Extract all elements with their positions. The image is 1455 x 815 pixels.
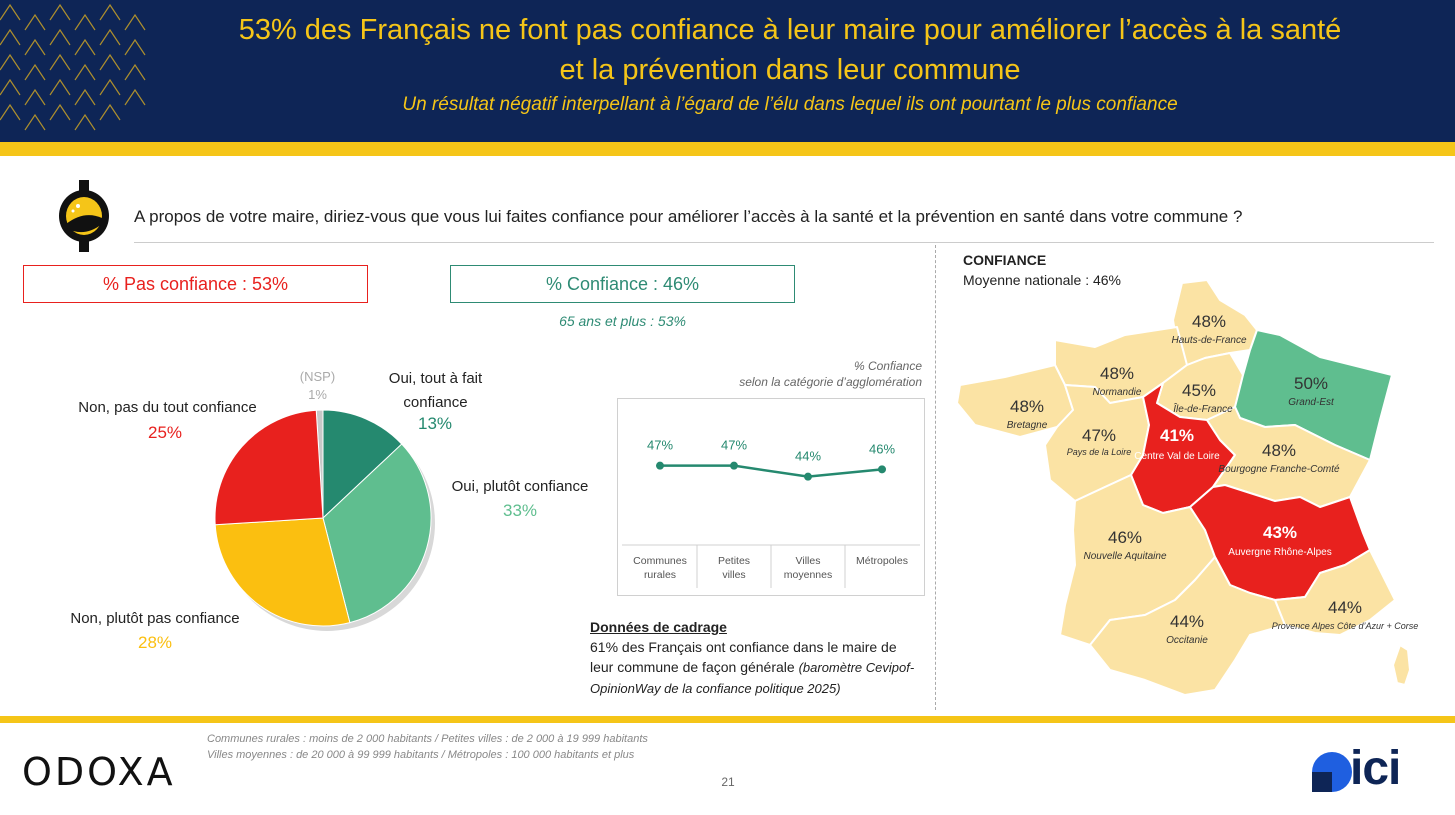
pie-label-pas-du-tout: Non, pas du tout confiance xyxy=(78,399,257,416)
pie-value-tout-a-fait: 13% xyxy=(417,414,453,433)
map-value-ile-de-france: 45% xyxy=(1182,381,1216,400)
region-paca-corse xyxy=(1274,549,1396,636)
line-category-label-3-0: Métropoles xyxy=(856,555,908,567)
line-point-2 xyxy=(804,472,812,481)
map-name-pays-de-la-loire: Pays de la Loire xyxy=(1067,447,1132,457)
yellow-band-bottom xyxy=(0,716,1455,723)
yellow-band-top xyxy=(0,142,1455,156)
map-name-paca: Provence Alpes Côte d’Azur + Corse xyxy=(1272,621,1419,631)
pie-value-pas-du-tout: 25% xyxy=(147,423,183,442)
cadrage-text: 61% des Français ont confiance dans le m… xyxy=(590,639,897,675)
ici-logo-text: ici xyxy=(1350,742,1401,795)
title-line-2: et la prévention dans leur commune xyxy=(559,54,1021,86)
header-banner: 53% des Français ne font pas confiance à… xyxy=(0,0,1455,142)
line-category-label-0-0: Communes xyxy=(633,555,687,567)
map-value-grand-est: 50% xyxy=(1294,374,1328,393)
pie-label-tout-a-fait: Oui, tout à fait confiance xyxy=(388,370,483,411)
map-name-hauts-de-france: Hauts-de-France xyxy=(1171,335,1246,346)
map-name-centre: Centre Val de Loire xyxy=(1134,451,1220,462)
footnote-line-2: Villes moyennes : de 20 000 à 99 999 hab… xyxy=(207,749,635,761)
page-title: 53% des Français ne font pas confiance à… xyxy=(170,10,1410,90)
line-value-label-2: 44% xyxy=(795,449,821,464)
cadrage-source: (baromètre Cevipof-OpinionWay de la conf… xyxy=(590,660,915,696)
cadrage-title: Données de cadrage xyxy=(590,619,727,635)
line-caption-1: % Confiance xyxy=(853,359,922,373)
line-category-label-0-1: rurales xyxy=(644,569,676,581)
pie-label-plutot-pas: Non, plutôt pas confiance xyxy=(70,610,240,627)
line-point-1 xyxy=(730,461,738,470)
map-value-bourgogne: 48% xyxy=(1262,441,1296,460)
line-category-label-1-1: villes xyxy=(722,569,745,581)
map-name-bretagne: Bretagne xyxy=(1007,420,1048,431)
odoxa-logo: ODOXA xyxy=(22,750,176,794)
pie-chart xyxy=(214,409,435,631)
pie-value-plutot-pas: 28% xyxy=(137,633,173,652)
confiance-box: % Confiance : 46% xyxy=(450,265,795,303)
footnote: Communes rurales : moins de 2 000 habita… xyxy=(207,731,648,763)
vertical-divider xyxy=(935,245,936,710)
line-chart-frame xyxy=(617,398,925,596)
odoxa-question-icon xyxy=(59,180,109,252)
chevron-pattern-decoration xyxy=(0,3,146,131)
map-value-paca: 44% xyxy=(1328,598,1362,617)
line-caption-2: selon la catégorie d’agglomération xyxy=(739,375,922,389)
map-value-hauts-de-france: 48% xyxy=(1192,312,1226,331)
title-line-1: 53% des Français ne font pas confiance à… xyxy=(238,14,1342,46)
map-value-centre: 41% xyxy=(1160,426,1194,445)
pie-value-nsp: 1% xyxy=(308,387,327,402)
line-point-3 xyxy=(878,465,886,474)
question-underline xyxy=(134,242,1434,243)
france-regions-map: 48% Hauts-de-France 48% Normandie 45% Îl… xyxy=(956,279,1419,696)
page-subtitle: Un résultat négatif interpellant à l’éga… xyxy=(402,94,1178,115)
map-name-bourgogne: Bourgogne Franche-Comté xyxy=(1218,464,1340,475)
line-category-label-2-1: moyennes xyxy=(784,569,832,581)
map-value-nouvelle-aquitaine: 46% xyxy=(1108,528,1142,547)
page-number: 21 xyxy=(721,775,735,789)
pie-slice-plutot xyxy=(322,443,432,624)
pie-value-plutot: 33% xyxy=(502,501,538,520)
map-title: CONFIANCE xyxy=(963,252,1047,268)
map-name-grand-est: Grand-Est xyxy=(1288,397,1335,408)
map-national-average: Moyenne nationale : 46% xyxy=(963,272,1121,288)
map-name-auvergne: Auvergne Rhône-Alpes xyxy=(1228,547,1331,558)
footnote-line-1: Communes rurales : moins de 2 000 habita… xyxy=(207,733,648,745)
cadrage-block: Données de cadrage 61% des Français ont … xyxy=(590,617,920,699)
map-name-ile-de-france: Île-de-France xyxy=(1173,402,1233,415)
map-name-normandie: Normandie xyxy=(1093,387,1142,398)
region-occitanie xyxy=(1089,556,1286,696)
line-series xyxy=(660,464,883,478)
line-value-label-3: 46% xyxy=(869,441,895,456)
pie-label-nsp: (NSP) xyxy=(299,369,336,384)
map-value-auvergne: 43% xyxy=(1263,523,1297,542)
survey-question: A propos de votre maire, diriez-vous que… xyxy=(134,207,1243,226)
map-value-normandie: 48% xyxy=(1100,364,1134,383)
line-value-label-0: 47% xyxy=(647,438,673,453)
line-category-label-2-0: Villes xyxy=(796,555,821,567)
age-note: 65 ans et plus : 53% xyxy=(559,313,686,329)
pie-slice-tout-a-fait xyxy=(322,409,403,520)
map-value-occitanie: 44% xyxy=(1170,612,1204,631)
map-name-occitanie: Occitanie xyxy=(1166,635,1208,646)
pie-label-plutot: Oui, plutôt confiance xyxy=(451,478,589,495)
line-category-label-1-0: Petites xyxy=(718,555,750,567)
line-chart-caption: % Confiance selon la catégorie d’agglomé… xyxy=(640,358,922,390)
pie-slice-plutot-pas xyxy=(214,517,351,627)
pie-slice-pas-du-tout xyxy=(214,409,324,526)
region-corse xyxy=(1392,644,1411,686)
pas-confiance-box: % Pas confiance : 53% xyxy=(23,265,368,303)
map-value-bretagne: 48% xyxy=(1010,397,1044,416)
map-name-nouvelle-aquitaine: Nouvelle Aquitaine xyxy=(1083,551,1166,562)
line-chart: 47% 47% 44% 46% Communes rurales Petites ville… xyxy=(622,438,920,588)
line-value-label-1: 47% xyxy=(721,438,747,453)
line-point-0 xyxy=(656,461,664,470)
ici-logo-mark xyxy=(1312,752,1352,792)
map-value-pays-de-la-loire: 47% xyxy=(1082,426,1116,445)
